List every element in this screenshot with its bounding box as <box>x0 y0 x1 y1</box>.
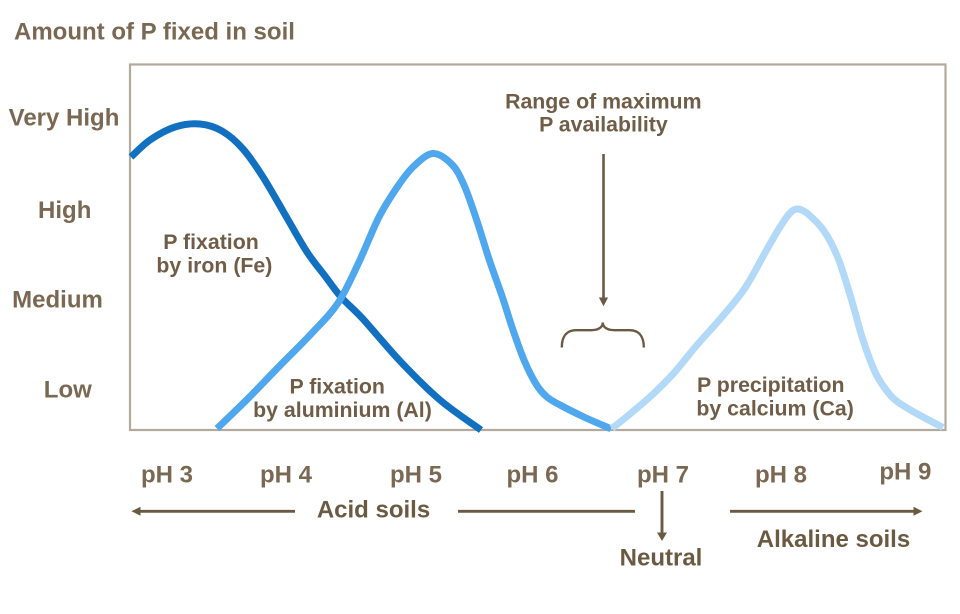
svg-text:P availability: P availability <box>539 113 668 137</box>
svg-text:pH 7: pH 7 <box>637 462 689 489</box>
svg-text:P fixation: P fixation <box>289 374 384 398</box>
svg-text:Range of maximum: Range of maximum <box>505 90 701 114</box>
svg-text:pH 5: pH 5 <box>390 462 442 489</box>
svg-text:Very High: Very High <box>9 105 120 132</box>
svg-text:High: High <box>38 197 91 224</box>
svg-text:P precipitation: P precipitation <box>697 373 845 397</box>
svg-text:Low: Low <box>44 377 92 404</box>
svg-text:Amount of P fixed in soil: Amount of P fixed in soil <box>14 19 295 46</box>
svg-text:pH 4: pH 4 <box>260 462 313 489</box>
svg-text:by aluminium (Al): by aluminium (Al) <box>253 398 432 422</box>
svg-text:pH 8: pH 8 <box>755 462 807 489</box>
svg-text:Neutral: Neutral <box>620 544 703 571</box>
svg-text:by iron (Fe): by iron (Fe) <box>156 254 272 278</box>
svg-text:pH 6: pH 6 <box>506 462 558 489</box>
svg-text:pH 9: pH 9 <box>879 459 931 486</box>
svg-text:P fixation: P fixation <box>163 230 258 254</box>
svg-text:by calcium (Ca): by calcium (Ca) <box>696 396 853 420</box>
svg-text:Medium: Medium <box>12 287 103 314</box>
svg-text:pH 3: pH 3 <box>141 462 193 489</box>
svg-text:Acid soils: Acid soils <box>317 496 430 523</box>
svg-text:Alkaline soils: Alkaline soils <box>757 526 910 553</box>
